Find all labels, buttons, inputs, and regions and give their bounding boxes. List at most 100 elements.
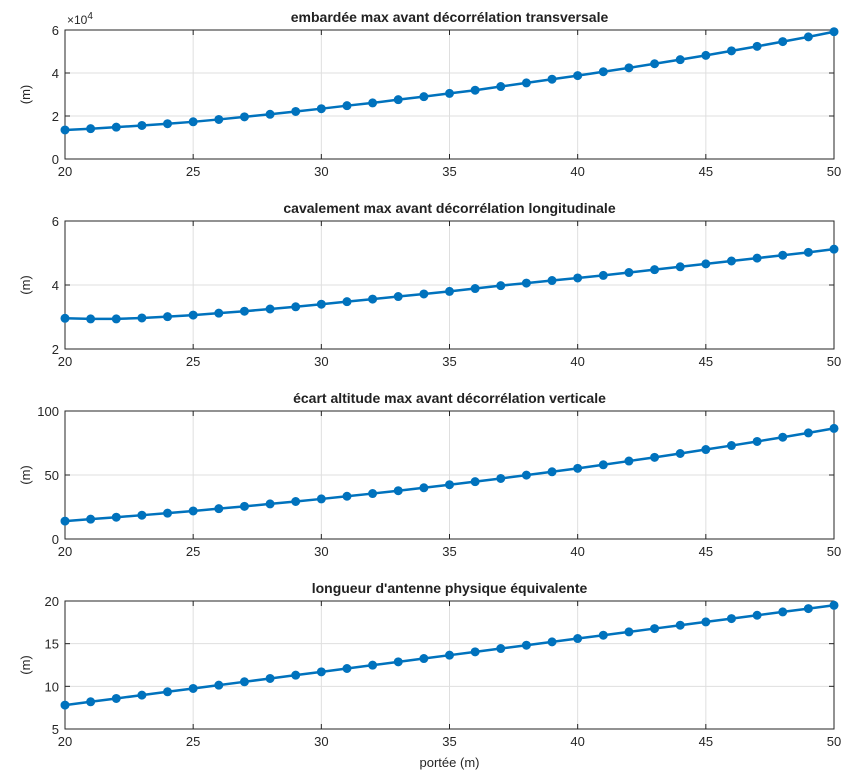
- data-point: [496, 473, 506, 483]
- data-point: [573, 273, 583, 283]
- y-tick-label: 100: [37, 404, 59, 419]
- x-tick-label: 45: [699, 734, 713, 749]
- data-point: [547, 637, 557, 647]
- data-point: [368, 660, 378, 670]
- x-tick-label: 50: [827, 734, 841, 749]
- data-point: [419, 92, 429, 102]
- x-tick-label: 35: [442, 544, 456, 559]
- y-tick-label: 10: [45, 679, 59, 694]
- data-point: [60, 700, 70, 710]
- y-exponent-label: ×104: [67, 11, 93, 27]
- data-point: [368, 98, 378, 108]
- subplot-3: 20 25 30 35 40 45 50 0 50 100 écart altitude max a…: [18, 390, 841, 559]
- data-point: [239, 306, 249, 316]
- data-point: [521, 640, 531, 650]
- x-tick-label: 40: [570, 544, 584, 559]
- data-point: [752, 41, 762, 51]
- data-point: [726, 614, 736, 624]
- data-point: [316, 299, 326, 309]
- data-point: [701, 259, 711, 269]
- data-point: [778, 607, 788, 617]
- data-point: [803, 428, 813, 438]
- data-point: [316, 104, 326, 114]
- data-point: [624, 268, 634, 278]
- data-point: [547, 74, 557, 84]
- data-point: [137, 690, 147, 700]
- data-point: [111, 122, 121, 132]
- data-point: [624, 63, 634, 73]
- data-point: [726, 441, 736, 451]
- data-point: [624, 456, 634, 466]
- data-point: [291, 106, 301, 116]
- subplot-title: longueur d'antenne physique équivalente: [312, 580, 588, 596]
- data-point: [137, 510, 147, 520]
- data-point: [137, 120, 147, 130]
- data-point: [291, 496, 301, 506]
- y-tick-label: 15: [45, 637, 59, 652]
- x-tick-label: 50: [827, 164, 841, 179]
- y-tick-label: 4: [52, 278, 59, 293]
- data-point: [829, 244, 839, 254]
- data-point: [163, 687, 173, 697]
- data-point: [701, 617, 711, 627]
- data-point: [188, 683, 198, 693]
- data-point: [547, 276, 557, 286]
- y-tick-label: 20: [45, 594, 59, 609]
- x-tick-label: 20: [58, 544, 72, 559]
- data-point: [60, 516, 70, 526]
- data-point: [675, 448, 685, 458]
- data-point: [188, 506, 198, 516]
- data-point: [778, 432, 788, 442]
- data-point: [598, 630, 608, 640]
- data-point: [445, 650, 454, 660]
- data-point: [650, 265, 660, 275]
- data-point: [726, 256, 736, 266]
- data-point: [368, 489, 378, 499]
- data-point: [393, 292, 403, 302]
- data-point: [470, 477, 480, 487]
- x-tick-label: 30: [314, 164, 328, 179]
- data-point: [803, 32, 813, 42]
- y-tick-label: 6: [52, 23, 59, 38]
- data-point: [393, 486, 403, 496]
- data-point: [214, 308, 224, 318]
- data-point: [445, 480, 454, 490]
- data-point: [470, 284, 480, 294]
- data-point: [86, 514, 96, 524]
- x-tick-label: 30: [314, 544, 328, 559]
- data-point: [342, 663, 352, 673]
- y-tick-label: 6: [52, 214, 59, 229]
- data-point: [214, 114, 224, 124]
- y-tick-label: 2: [52, 109, 59, 124]
- data-point: [86, 697, 96, 707]
- data-point: [598, 270, 608, 280]
- data-point: [752, 436, 762, 446]
- data-point: [111, 512, 121, 522]
- data-point: [778, 250, 788, 260]
- data-point: [291, 670, 301, 680]
- x-tick-label: 45: [699, 544, 713, 559]
- x-tick-label: 40: [570, 164, 584, 179]
- data-point: [239, 677, 249, 687]
- data-point: [111, 693, 121, 703]
- x-tick-label: 50: [827, 544, 841, 559]
- data-point: [521, 78, 531, 88]
- x-axis-label: portée (m): [420, 755, 480, 770]
- data-point: [675, 262, 685, 272]
- subplot-4: 20 25 30 35 40 45 50 5 10 15 20 longueur d'antenne …: [18, 580, 841, 770]
- data-point: [239, 112, 249, 122]
- data-point: [803, 247, 813, 257]
- data-point: [86, 314, 96, 324]
- data-point: [419, 483, 429, 493]
- x-tick-label: 50: [827, 354, 841, 369]
- data-point: [60, 125, 70, 135]
- x-tick-label: 30: [314, 734, 328, 749]
- data-point: [188, 117, 198, 127]
- data-point: [675, 55, 685, 65]
- x-tick-label: 35: [442, 164, 456, 179]
- data-point: [598, 460, 608, 470]
- subplot-title: écart altitude max avant décorrélation v…: [293, 390, 606, 406]
- x-tick-label: 45: [699, 354, 713, 369]
- data-point: [496, 82, 506, 92]
- data-point: [393, 657, 403, 667]
